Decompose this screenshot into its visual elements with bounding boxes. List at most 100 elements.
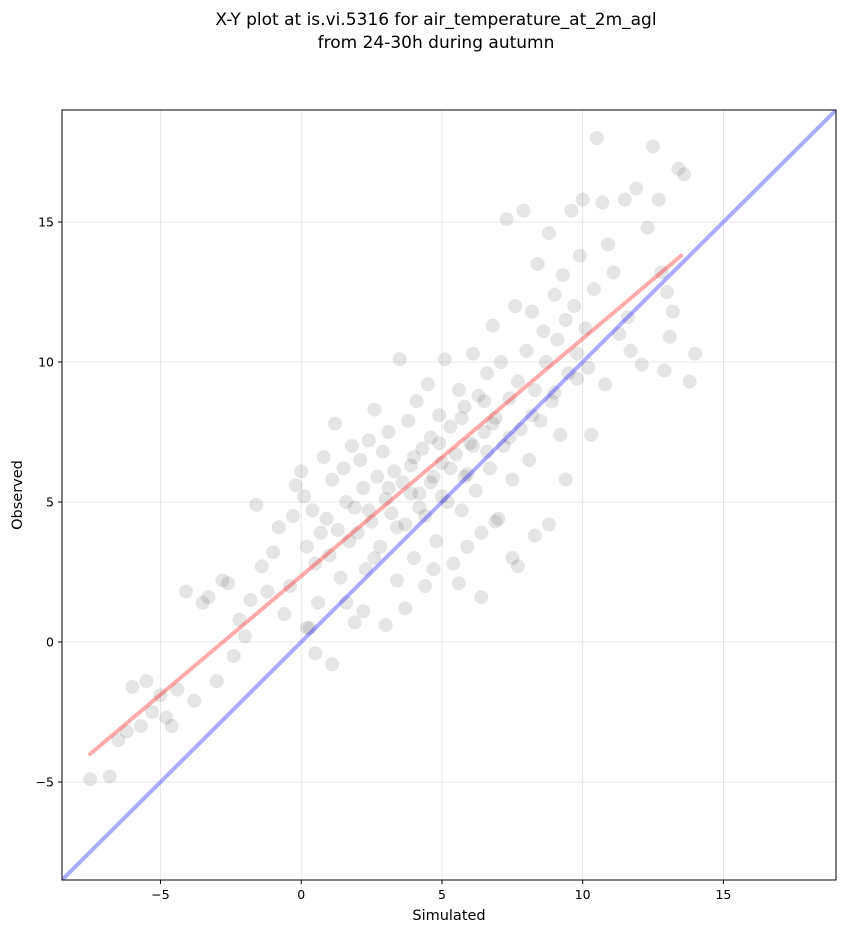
scatter-point [570,371,585,386]
scatter-point [601,237,616,252]
scatter-point [671,161,686,176]
scatter-point [536,324,551,339]
scatter-point [277,607,292,621]
axis-ticks: −5 0 5 10 15 −5 0 5 10 15 [36,215,732,903]
scatter-point [446,556,461,571]
x-tick-label: −5 [151,887,169,902]
scatter-point [479,366,494,381]
scatter-point [420,377,435,392]
scatter-point [488,411,503,425]
scatter-point [392,352,407,367]
y-tick-label: 15 [38,215,54,230]
scatter-point [111,733,126,747]
scatter-point [395,475,410,490]
scatter-point [488,514,503,529]
scatter-point [634,357,649,372]
scatter-point [525,408,540,423]
scatter-point [474,525,489,540]
scatter-point [361,433,376,448]
scatter-point [491,511,506,526]
scatter-point [294,464,309,479]
scatter-point [527,528,542,543]
scatter-point [440,495,455,509]
scatter-point [434,489,449,504]
scatter-point [344,439,359,453]
scatter-point [575,192,590,207]
scatter-point [586,282,601,297]
scatter-point [260,584,275,599]
scatter-point [412,500,427,515]
scatter-point [373,539,388,554]
scatter-point [646,139,661,154]
scatter-point [330,523,345,537]
chart-title-line-1: X-Y plot at is.vi.5316 for air_temperatu… [215,10,656,30]
scatter-point [432,408,447,423]
scatter-point [522,453,537,467]
scatter-point [347,615,362,630]
scatter-point [119,724,134,739]
scatter-point [468,483,483,498]
scatter-point [612,327,627,341]
scatter-point [553,427,568,442]
scatter-point [353,453,368,467]
scatter-point [496,439,511,453]
scatter-point [102,769,117,784]
x-tick-label: 10 [575,887,591,902]
scatter-point [401,413,416,428]
scatter-point [375,444,390,459]
scatter-point [550,332,565,347]
scatter-point [477,394,492,409]
scatter-point [426,469,441,484]
scatter-point [125,679,140,694]
scatter-point [305,503,320,518]
scatter-point [342,534,357,549]
y-axis-label: Observed [10,460,26,530]
scatter-point [221,576,236,591]
scatter-point [285,509,300,523]
scatter-point [502,430,517,445]
scatter-point [547,287,562,302]
scatter-point [434,455,449,470]
scatter-point [378,492,393,507]
scatter-point [530,257,545,271]
scatter-point [479,444,494,459]
scatter-point [170,682,185,697]
scatter-point [485,416,500,431]
scatter-point [164,719,179,733]
scatter-point [299,539,314,554]
scatter-point [226,649,241,663]
scatter-point [398,601,413,616]
scatter-point [356,604,371,619]
scatter-point [623,343,638,358]
scatter-point [364,514,379,529]
grid [62,110,836,880]
scatter-point [651,192,666,207]
scatter-point [578,321,593,336]
scatter-point [482,461,497,476]
scatter-point [325,472,340,487]
scatter-point [555,268,570,283]
scatter-point [598,377,613,392]
scatter-point [398,517,413,532]
y-tick-label: 5 [46,495,54,510]
scatter-point [502,391,517,406]
scatter-point [311,595,326,610]
scatter-point [570,346,585,361]
scatter-point [83,772,98,787]
scatter-point [606,265,621,280]
scatter-point [688,346,703,361]
x-tick-label: 5 [438,887,446,902]
scatter-point [336,461,351,476]
scatter-point [358,562,373,577]
scatter-point [463,436,478,451]
scatter-point [654,265,669,280]
scatter-point [471,388,486,403]
scatter-point [457,399,472,414]
scatter-point [297,489,312,504]
reference-lines [62,110,836,880]
scatter-point [494,355,509,369]
scatter-point [378,618,393,633]
scatter-point [454,411,469,425]
scatter-point [558,313,573,327]
